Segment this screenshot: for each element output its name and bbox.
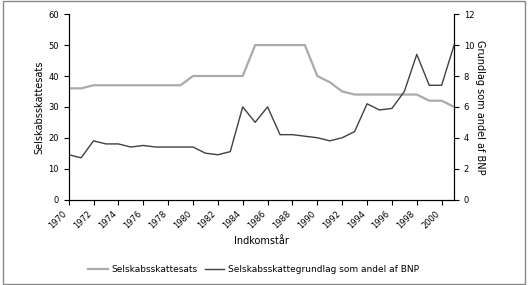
- Y-axis label: Selskabsskattesats: Selskabsskattesats: [34, 60, 44, 154]
- Y-axis label: Grundlag som andel af BNP: Grundlag som andel af BNP: [475, 40, 485, 174]
- Legend: Selskabsskattesats, Selskabsskattegrundlag som andel af BNP: Selskabsskattesats, Selskabsskattegrundl…: [84, 261, 423, 278]
- X-axis label: Indkomstår: Indkomstår: [234, 236, 289, 246]
